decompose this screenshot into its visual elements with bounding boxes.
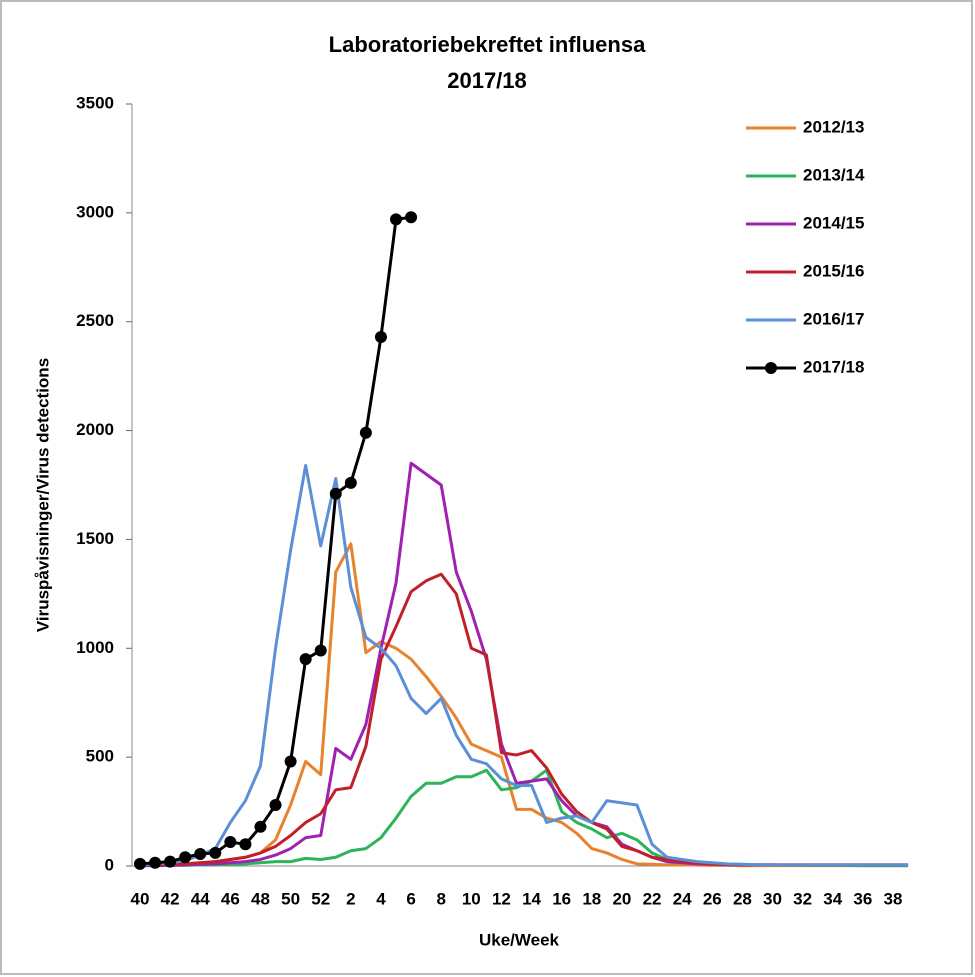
x-tick-label: 44 — [191, 889, 210, 908]
x-tick-label: 42 — [161, 889, 180, 908]
y-tick-label: 2500 — [76, 311, 114, 330]
x-tick-label: 20 — [612, 889, 631, 908]
x-tick-label: 38 — [884, 889, 903, 908]
x-tick-label: 48 — [251, 889, 270, 908]
x-tick-label: 30 — [763, 889, 782, 908]
legend-label: 2012/13 — [803, 117, 864, 136]
series-marker — [269, 799, 282, 812]
series-marker — [149, 856, 162, 869]
series-line — [139, 463, 909, 867]
x-tick-label: 36 — [853, 889, 872, 908]
legend-marker — [765, 362, 777, 374]
y-axis-label: Viruspåvisninger/Virus detections — [33, 358, 52, 632]
x-tick-label: 26 — [703, 889, 722, 908]
legend-label: 2016/17 — [803, 309, 864, 328]
x-tick-label: 6 — [406, 889, 415, 908]
series-marker — [390, 213, 403, 226]
x-tick-label: 34 — [823, 889, 842, 908]
x-tick-label: 2 — [346, 889, 355, 908]
series-marker — [344, 476, 357, 489]
x-tick-label: 28 — [733, 889, 752, 908]
x-tick-label: 32 — [793, 889, 812, 908]
series-marker — [299, 653, 312, 666]
y-tick-label: 1500 — [76, 529, 114, 548]
y-tick-label: 500 — [86, 747, 114, 766]
x-tick-label: 22 — [643, 889, 662, 908]
chart-title: Laboratoriebekreftet influensa — [329, 32, 646, 57]
chart-subtitle: 2017/18 — [447, 68, 527, 93]
legend-label: 2015/16 — [803, 261, 864, 280]
series-marker — [284, 755, 297, 768]
series-marker — [405, 211, 418, 224]
y-tick-label: 0 — [105, 855, 114, 874]
x-tick-label: 50 — [281, 889, 300, 908]
y-tick-label: 3500 — [76, 93, 114, 112]
series-marker — [224, 836, 237, 849]
x-axis-label: Uke/Week — [479, 930, 560, 949]
series-marker — [164, 855, 177, 868]
y-tick-label: 1000 — [76, 638, 114, 657]
x-tick-label: 8 — [436, 889, 445, 908]
x-tick-label: 52 — [311, 889, 330, 908]
series-marker — [359, 426, 372, 439]
x-tick-label: 4 — [376, 889, 386, 908]
series-marker — [194, 848, 207, 861]
series-marker — [374, 330, 387, 343]
x-tick-label: 18 — [582, 889, 601, 908]
series-marker — [314, 644, 327, 657]
series-marker — [209, 846, 222, 859]
x-tick-label: 10 — [462, 889, 481, 908]
series-marker — [239, 838, 252, 851]
series-marker — [329, 487, 342, 500]
legend-label: 2017/18 — [803, 357, 864, 376]
series-marker — [254, 820, 267, 833]
y-tick-label: 3000 — [76, 202, 114, 221]
x-tick-label: 40 — [131, 889, 150, 908]
series-marker — [179, 851, 192, 864]
x-tick-label: 12 — [492, 889, 511, 908]
x-tick-label: 46 — [221, 889, 240, 908]
y-tick-label: 2000 — [76, 420, 114, 439]
legend-label: 2013/14 — [803, 165, 865, 184]
x-tick-label: 14 — [522, 889, 541, 908]
series-marker — [134, 857, 146, 870]
x-tick-label: 16 — [552, 889, 571, 908]
legend-label: 2014/15 — [803, 213, 864, 232]
x-tick-label: 24 — [673, 889, 692, 908]
